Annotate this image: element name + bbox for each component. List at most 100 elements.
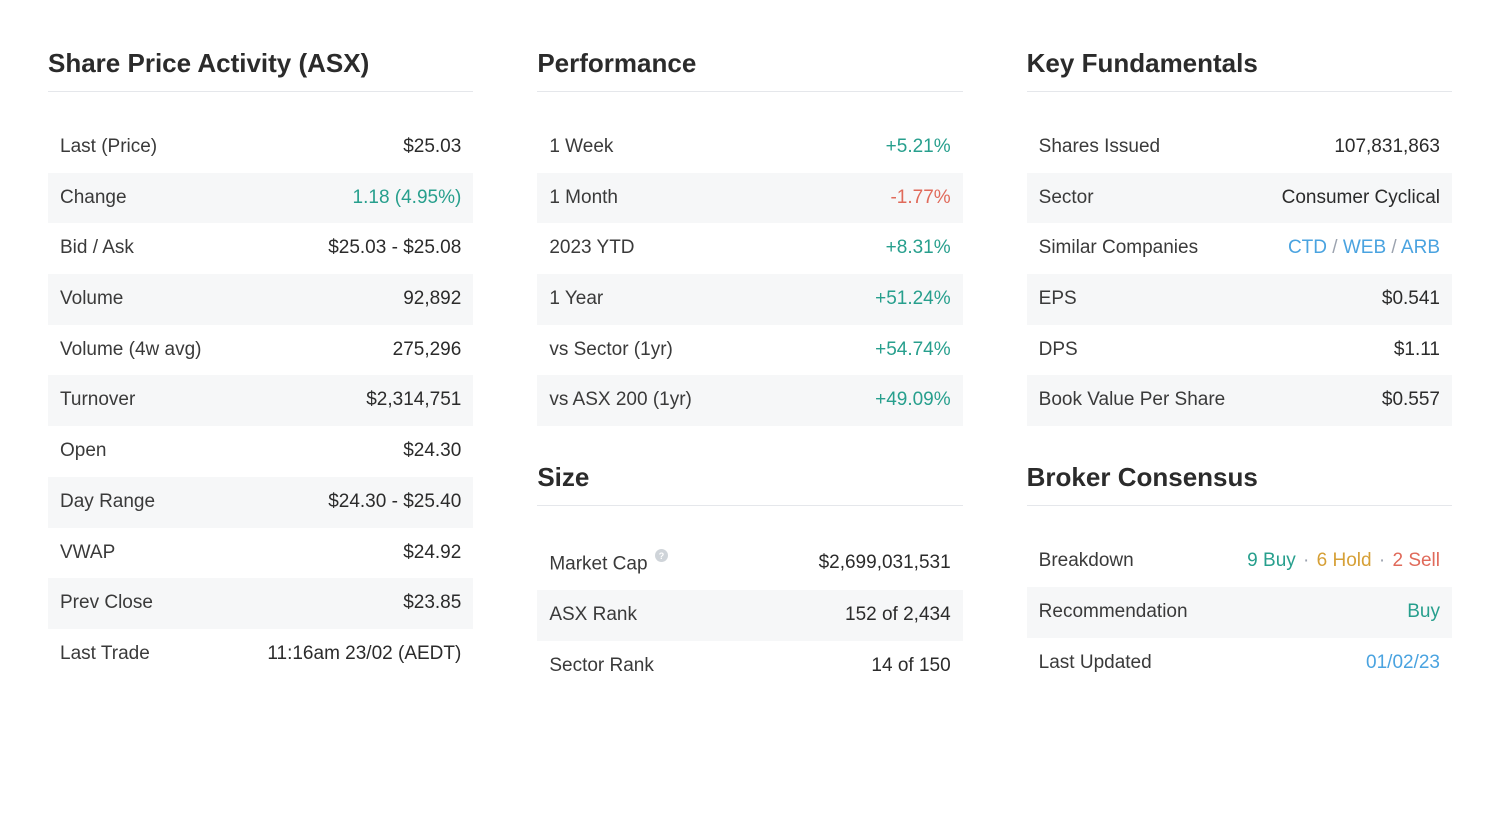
value-last-updated[interactable]: 01/02/23 — [1366, 651, 1440, 676]
label-turnover: Turnover — [60, 388, 135, 413]
value-vwap: $24.92 — [403, 541, 461, 566]
label-dps: DPS — [1039, 338, 1078, 363]
value-asx-rank: 152 of 2,434 — [845, 603, 951, 628]
label-eps: EPS — [1039, 287, 1077, 312]
label-prev-close: Prev Close — [60, 591, 153, 616]
label-breakdown: Breakdown — [1039, 549, 1134, 574]
row-perf-ytd: 2023 YTD +8.31% — [537, 223, 962, 274]
row-volume: Volume 92,892 — [48, 274, 473, 325]
label-market-cap: Market Cap ? — [549, 549, 667, 577]
value-last-trade: 11:16am 23/02 (AEDT) — [267, 642, 461, 667]
help-icon[interactable]: ? — [655, 549, 668, 562]
row-similar-companies: Similar Companies CTD / WEB / ARB — [1027, 223, 1452, 274]
share-price-section: Share Price Activity (ASX) Last (Price) … — [48, 48, 473, 680]
row-change: Change 1.18 (4.95%) — [48, 173, 473, 224]
row-last-updated: Last Updated 01/02/23 — [1027, 638, 1452, 689]
value-perf-1m: -1.77% — [890, 186, 950, 211]
similar-link-2[interactable]: WEB — [1343, 237, 1386, 258]
row-prev-close: Prev Close $23.85 — [48, 578, 473, 629]
label-day-range: Day Range — [60, 490, 155, 515]
value-sector: Consumer Cyclical — [1282, 186, 1440, 211]
value-perf-1w: +5.21% — [886, 135, 951, 160]
row-dps: DPS $1.11 — [1027, 325, 1452, 376]
value-market-cap: $2,699,031,531 — [819, 551, 951, 576]
label-perf-ytd: 2023 YTD — [549, 236, 634, 261]
label-recommendation: Recommendation — [1039, 600, 1188, 625]
row-perf-vs-asx: vs ASX 200 (1yr) +49.09% — [537, 375, 962, 426]
label-change: Change — [60, 186, 127, 211]
label-bid-ask: Bid / Ask — [60, 236, 134, 261]
row-asx-rank: ASX Rank 152 of 2,434 — [537, 590, 962, 641]
value-prev-close: $23.85 — [403, 591, 461, 616]
label-perf-vs-sector: vs Sector (1yr) — [549, 338, 673, 363]
row-bid-ask: Bid / Ask $25.03 - $25.08 — [48, 223, 473, 274]
label-market-cap-text: Market Cap — [549, 553, 647, 574]
row-last-trade: Last Trade 11:16am 23/02 (AEDT) — [48, 629, 473, 680]
label-open: Open — [60, 439, 106, 464]
performance-rows: 1 Week +5.21% 1 Month -1.77% 2023 YTD +8… — [537, 122, 962, 426]
share-price-rows: Last (Price) $25.03 Change 1.18 (4.95%) … — [48, 122, 473, 680]
performance-title: Performance — [537, 48, 962, 92]
label-similar-companies: Similar Companies — [1039, 236, 1198, 261]
size-rows: Market Cap ? $2,699,031,531 ASX Rank 152… — [537, 536, 962, 691]
fundamentals-title: Key Fundamentals — [1027, 48, 1452, 92]
label-volume: Volume — [60, 287, 123, 312]
row-turnover: Turnover $2,314,751 — [48, 375, 473, 426]
value-day-range: $24.30 - $25.40 — [328, 490, 461, 515]
label-volume-4w: Volume (4w avg) — [60, 338, 202, 363]
consensus-title: Broker Consensus — [1027, 462, 1452, 506]
value-open: $24.30 — [403, 439, 461, 464]
label-sector: Sector — [1039, 186, 1094, 211]
label-last-updated: Last Updated — [1039, 651, 1152, 676]
row-last-price: Last (Price) $25.03 — [48, 122, 473, 173]
row-vwap: VWAP $24.92 — [48, 528, 473, 579]
value-perf-ytd: +8.31% — [886, 236, 951, 261]
row-day-range: Day Range $24.30 - $25.40 — [48, 477, 473, 528]
breakdown-buy: 9 Buy — [1247, 550, 1296, 571]
label-perf-1y: 1 Year — [549, 287, 603, 312]
value-volume: 92,892 — [403, 287, 461, 312]
similar-link-1[interactable]: CTD — [1288, 237, 1327, 258]
row-breakdown: Breakdown 9 Buy · 6 Hold · 2 Sell — [1027, 536, 1452, 587]
row-volume-4w: Volume (4w avg) 275,296 — [48, 325, 473, 376]
consensus-section: Broker Consensus Breakdown 9 Buy · 6 Hol… — [1027, 462, 1452, 688]
label-shares-issued: Shares Issued — [1039, 135, 1160, 160]
value-perf-vs-sector: +54.74% — [875, 338, 951, 363]
value-recommendation: Buy — [1407, 600, 1440, 625]
value-last-price: $25.03 — [403, 135, 461, 160]
row-sector: Sector Consumer Cyclical — [1027, 173, 1452, 224]
value-eps: $0.541 — [1382, 287, 1440, 312]
value-shares-issued: 107,831,863 — [1334, 135, 1440, 160]
similar-link-3[interactable]: ARB — [1401, 237, 1440, 258]
row-eps: EPS $0.541 — [1027, 274, 1452, 325]
value-perf-vs-asx: +49.09% — [875, 388, 951, 413]
row-recommendation: Recommendation Buy — [1027, 587, 1452, 638]
svg-text:?: ? — [659, 551, 664, 561]
value-perf-1y: +51.24% — [875, 287, 951, 312]
label-bvps: Book Value Per Share — [1039, 388, 1226, 413]
value-breakdown: 9 Buy · 6 Hold · 2 Sell — [1247, 549, 1440, 574]
value-sector-rank: 14 of 150 — [871, 654, 950, 679]
label-perf-1w: 1 Week — [549, 135, 613, 160]
label-last-trade: Last Trade — [60, 642, 150, 667]
performance-section: Performance 1 Week +5.21% 1 Month -1.77%… — [537, 48, 962, 426]
value-similar-companies: CTD / WEB / ARB — [1288, 236, 1440, 261]
row-perf-1w: 1 Week +5.21% — [537, 122, 962, 173]
sep-1: / — [1327, 237, 1343, 258]
fundamentals-section: Key Fundamentals Shares Issued 107,831,8… — [1027, 48, 1452, 426]
breakdown-hold: 6 Hold — [1317, 550, 1372, 571]
size-title: Size — [537, 462, 962, 506]
label-vwap: VWAP — [60, 541, 115, 566]
fundamentals-rows: Shares Issued 107,831,863 Sector Consume… — [1027, 122, 1452, 426]
value-bid-ask: $25.03 - $25.08 — [328, 236, 461, 261]
row-bvps: Book Value Per Share $0.557 — [1027, 375, 1452, 426]
stock-overview-grid: Share Price Activity (ASX) Last (Price) … — [48, 48, 1452, 692]
size-section: Size Market Cap ? $2,699,031,531 ASX Ran… — [537, 462, 962, 691]
row-open: Open $24.30 — [48, 426, 473, 477]
value-volume-4w: 275,296 — [393, 338, 462, 363]
row-shares-issued: Shares Issued 107,831,863 — [1027, 122, 1452, 173]
col-fundamentals-consensus: Key Fundamentals Shares Issued 107,831,8… — [1027, 48, 1452, 692]
breakdown-sell: 2 Sell — [1392, 550, 1440, 571]
dot-1: · — [1301, 550, 1311, 571]
share-price-title: Share Price Activity (ASX) — [48, 48, 473, 92]
